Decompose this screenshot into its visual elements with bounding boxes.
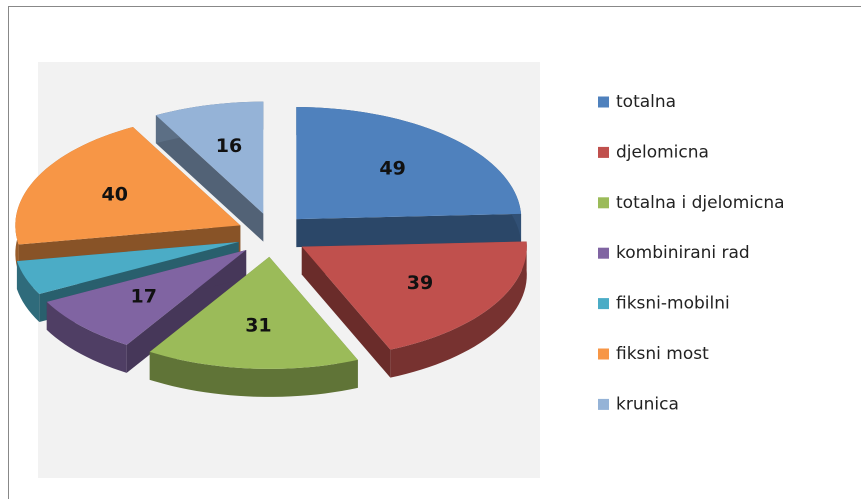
slice-side: [46, 301, 127, 373]
slice-side: [16, 261, 40, 322]
legend-swatch: [598, 197, 609, 209]
pie: 49393117104016: [15, 101, 527, 397]
slice-side: [301, 246, 391, 378]
legend-swatch: [598, 398, 609, 410]
slice-side: [155, 115, 264, 242]
legend-label: djelomicna: [616, 142, 709, 162]
slice-side: [296, 213, 522, 248]
slice: [15, 126, 241, 245]
legend-swatch: [598, 247, 609, 259]
slice: [16, 242, 239, 294]
slice: [301, 241, 527, 350]
value-label: 31: [245, 315, 271, 337]
slice-side: [149, 351, 358, 397]
legend: totalna djelomicna totalna i djelomicna kom…: [598, 92, 785, 414]
legend-label: fiksni-mobilni: [616, 294, 730, 314]
legend-label: totalna: [616, 92, 676, 112]
slice-side: [390, 241, 527, 378]
slice: [149, 256, 358, 369]
legend-swatch: [598, 298, 609, 310]
legend-label: totalna i djelomicna: [616, 193, 785, 213]
legend-label: kombinirani rad: [616, 243, 750, 263]
value-label: 49: [379, 157, 405, 179]
value-label: 17: [131, 286, 157, 308]
value-label: 40: [102, 184, 128, 206]
slice: [46, 249, 247, 345]
value-label: 16: [216, 135, 242, 157]
legend-swatch: [598, 96, 609, 108]
legend-swatch: [598, 146, 609, 158]
legend-swatch: [598, 348, 609, 360]
value-label: 39: [407, 272, 433, 294]
legend-label: krunica: [616, 394, 679, 414]
slice: [155, 101, 264, 214]
legend-label: fiksni most: [616, 344, 709, 364]
slice: [296, 107, 522, 220]
